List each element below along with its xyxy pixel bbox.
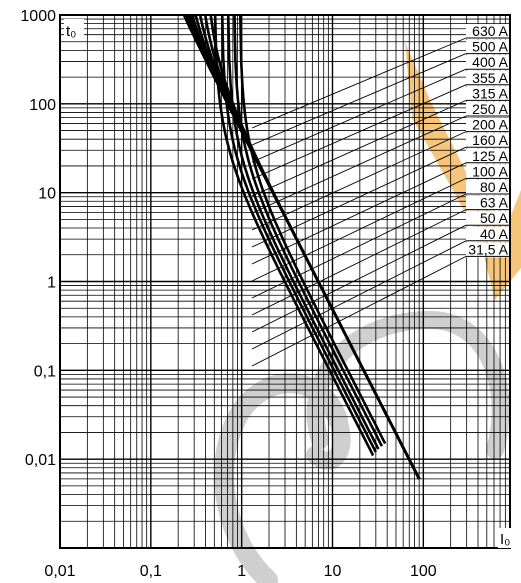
x-tick-labels: 0,01 0,1 1 10 100	[44, 563, 436, 580]
y-tick-label: 0,01	[25, 452, 56, 469]
y-axis-label-text: t₀	[66, 23, 76, 40]
legend-label-bg	[466, 39, 510, 55]
y-tick-label: 10	[38, 186, 56, 203]
fuse-curve	[226, 15, 380, 450]
legend-leaders	[251, 37, 467, 367]
legend-label: 400 A	[472, 54, 508, 70]
legend-label-bg	[466, 195, 510, 211]
x-tick-label: 10	[324, 563, 342, 580]
x-axis-label-bg	[498, 528, 516, 548]
legend-label-bg	[466, 148, 510, 164]
legend-label: 63 A	[480, 195, 509, 211]
legend-label-bg	[466, 164, 510, 180]
legend-label-bg	[466, 180, 510, 195]
legend-leader-line	[251, 255, 467, 367]
x-tick-label: 0,01	[44, 563, 75, 580]
legend-label: 100 A	[472, 163, 508, 179]
curve-group	[182, 15, 421, 480]
x-axis-label: I₀	[498, 528, 516, 548]
legend-label-bg	[466, 86, 510, 102]
legend-label: 200 A	[472, 117, 508, 133]
legend-label-bg	[466, 117, 510, 133]
legend-leader-line	[251, 162, 467, 265]
x-axis-label-text: I₀	[500, 531, 510, 548]
legend-leader-line	[251, 99, 467, 197]
legend-leader-line	[251, 240, 467, 350]
y-axis-label-bg	[64, 19, 84, 41]
legend-label-bg	[466, 102, 510, 117]
legend-label: 500 A	[472, 39, 508, 55]
legend-leader-line	[251, 209, 467, 316]
legend-label-bg	[466, 70, 510, 86]
legend-label-bg	[466, 55, 510, 71]
legend-label-bg	[466, 133, 510, 149]
legend-leader-line	[251, 68, 467, 163]
fuse-curve	[239, 15, 387, 445]
legend-label: 250 A	[472, 101, 508, 117]
legend-label: 125 A	[472, 148, 508, 164]
y-tick-label: 100	[29, 97, 56, 114]
x-tick-label: 100	[410, 563, 437, 580]
legend-label: 80 A	[480, 179, 509, 195]
legend-leader-line	[251, 131, 467, 231]
fuse-curve	[213, 15, 375, 457]
legend-label: 31,5 A	[468, 241, 508, 257]
legend-label: 50 A	[480, 210, 509, 226]
legend-label: 355 A	[472, 70, 508, 86]
x-tick-label: 0,1	[140, 563, 162, 580]
legend-leader-line	[251, 193, 467, 299]
legend-label: 315 A	[472, 85, 508, 101]
legend-label-bg	[466, 211, 510, 227]
legend-label: 160 A	[472, 132, 508, 148]
legend-label-bg	[466, 24, 510, 39]
legend-leader-line	[251, 115, 467, 214]
y-tick-label: 0,1	[34, 363, 56, 380]
y-tick-label: 1000	[20, 8, 56, 25]
x-tick-label: 1	[237, 563, 246, 580]
y-axis-label: t₀	[64, 19, 84, 41]
y-tick-labels: 1000 100 10 1 0,1 0,01	[20, 8, 56, 469]
legend-leader-line	[251, 177, 467, 282]
legend-label: 40 A	[480, 226, 509, 242]
legend-leader-line	[251, 146, 467, 248]
legend-label-bg	[466, 242, 510, 258]
legend-leader-line	[251, 224, 467, 333]
legend-leader-line	[251, 53, 467, 146]
legend-label-bg	[466, 226, 510, 242]
y-tick-label: 1	[47, 275, 56, 292]
legend-label: 630 A	[472, 23, 508, 39]
fuse-curve	[220, 15, 377, 453]
plot-frame	[59, 14, 511, 549]
legend-leader-line	[251, 37, 467, 129]
legend-leader-line	[251, 84, 467, 180]
